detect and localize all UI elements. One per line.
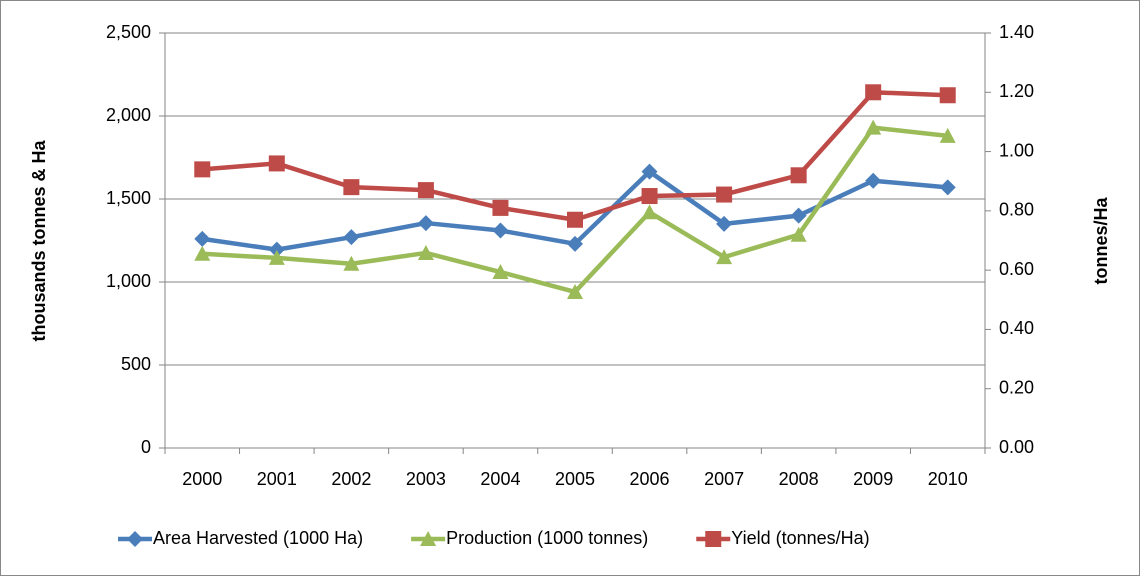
marker: [492, 199, 509, 216]
marker: [865, 172, 882, 189]
marker: [567, 211, 583, 228]
marker: [268, 155, 285, 172]
marker: [641, 163, 658, 180]
x-tick-label: 2008: [779, 469, 819, 489]
y2-tick-label: 0.00: [999, 437, 1034, 457]
y2-tick-label: 1.00: [999, 140, 1034, 160]
marker: [343, 179, 360, 196]
legend-marker: [705, 531, 722, 547]
marker: [939, 127, 956, 143]
y2-tick-label: 0.80: [999, 200, 1034, 220]
marker: [641, 188, 658, 205]
marker: [492, 222, 509, 239]
marker: [268, 249, 285, 265]
x-tick-label: 2009: [853, 469, 893, 489]
y-axis-title: thousands tonnes & Ha: [29, 140, 49, 342]
y2-tick-label: 0.40: [999, 318, 1034, 338]
y-tick-label: 1,500: [106, 188, 151, 208]
y-tick-label: 0: [141, 437, 151, 457]
y2-tick-label: 1.40: [999, 22, 1034, 42]
marker: [939, 87, 956, 104]
x-tick-label: 2000: [182, 469, 222, 489]
marker: [716, 215, 733, 232]
marker: [417, 182, 434, 199]
marker: [567, 235, 583, 252]
legend-label: Area Harvested (1000 Ha): [153, 528, 363, 548]
marker: [343, 229, 360, 246]
y-tick-label: 1,000: [106, 271, 151, 291]
x-tick-label: 2004: [480, 469, 520, 489]
y2-tick-label: 0.20: [999, 377, 1034, 397]
y2-axis-title: tonnes/Ha: [1091, 197, 1111, 285]
x-tick-label: 2010: [928, 469, 968, 489]
marker: [194, 230, 211, 247]
marker: [492, 264, 509, 280]
x-tick-label: 2007: [704, 469, 744, 489]
marker: [567, 283, 583, 299]
legend-label: Production (1000 tonnes): [446, 528, 648, 548]
y2-tick-label: 0.60: [999, 259, 1034, 279]
y-tick-label: 2,500: [106, 22, 151, 42]
marker: [641, 204, 658, 220]
legend-label: Yield (tonnes/Ha): [731, 528, 869, 548]
marker: [865, 119, 882, 135]
x-tick-label: 2003: [406, 469, 446, 489]
marker: [790, 226, 807, 242]
legend-marker: [127, 531, 143, 547]
marker: [194, 161, 211, 178]
marker: [343, 255, 360, 271]
marker: [716, 186, 733, 203]
marker: [865, 84, 882, 101]
y2-tick-label: 1.20: [999, 81, 1034, 101]
marker: [790, 207, 807, 224]
legend-marker: [420, 531, 437, 546]
x-tick-label: 2002: [331, 469, 371, 489]
marker: [716, 249, 733, 265]
x-tick-label: 2005: [555, 469, 595, 489]
marker: [939, 179, 956, 196]
marker: [268, 241, 285, 258]
x-tick-label: 2006: [630, 469, 670, 489]
marker: [194, 245, 211, 261]
x-tick-label: 2001: [257, 469, 297, 489]
marker: [417, 244, 434, 260]
y-tick-label: 500: [121, 354, 151, 374]
marker: [417, 215, 434, 232]
marker: [790, 167, 807, 184]
y-tick-label: 2,000: [106, 105, 151, 125]
